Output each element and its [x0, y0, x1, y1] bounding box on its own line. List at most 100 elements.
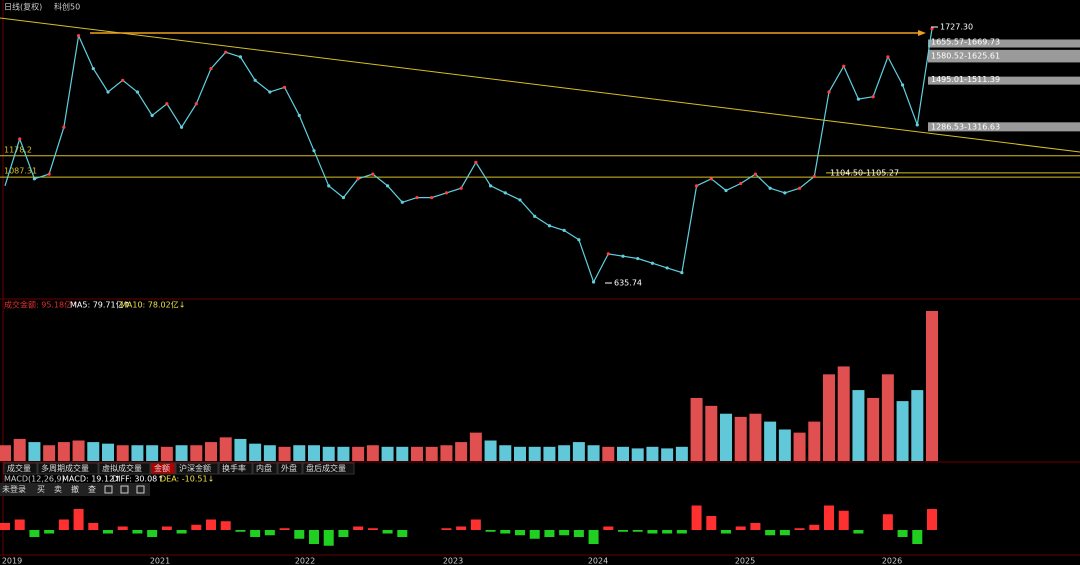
tab-bg[interactable] [175, 462, 219, 475]
tab-bg[interactable] [252, 462, 278, 475]
macd-bar [73, 509, 84, 530]
macd-bar [588, 530, 599, 544]
price-point [135, 90, 140, 94]
macd-bar [470, 519, 481, 530]
tab-bg[interactable] [37, 462, 99, 475]
volume-bar [57, 442, 70, 461]
volume-bar [793, 432, 806, 461]
toolbar-button[interactable]: 买 [37, 485, 45, 494]
volume-bar [219, 437, 232, 461]
macd-bar [706, 516, 717, 530]
tab[interactable]: 虚拟成交量 [102, 463, 142, 473]
macd-bar [250, 530, 261, 537]
price-point [282, 85, 287, 89]
macd-bar [691, 505, 702, 530]
year-label: 2025 [735, 557, 755, 565]
price-point [886, 55, 890, 59]
volume-bar [646, 446, 659, 461]
toolbar: 未登录 买卖撤查 [0, 483, 150, 496]
price-point [636, 256, 640, 261]
index-name: 科创50 [54, 2, 80, 12]
toolbar-button[interactable]: 撤 [71, 484, 79, 494]
macd-bar [544, 530, 555, 537]
price-point [930, 27, 934, 31]
toolbar-icon[interactable] [136, 485, 145, 494]
price-point [91, 66, 95, 71]
period-label: 日线(复权) [4, 2, 42, 12]
volume-ma5: MA5: 79.71亿↑ [70, 300, 130, 310]
price-point [150, 113, 154, 118]
tab-bg[interactable] [98, 462, 151, 475]
macd-bar [573, 530, 584, 537]
macd-bar [809, 524, 820, 530]
price-line [4, 28, 933, 284]
price-point [385, 184, 390, 188]
price-point [459, 186, 463, 190]
macd-bar [0, 523, 10, 530]
price-point [327, 184, 331, 188]
price-point [179, 125, 184, 129]
tab[interactable]: 内盘 [256, 463, 272, 473]
toolbar-button[interactable]: 未登录 [2, 484, 26, 494]
price-point [400, 200, 404, 204]
price-point [356, 177, 360, 181]
price-point [488, 184, 493, 188]
toolbar-icon[interactable] [104, 485, 113, 494]
tab[interactable]: 外盘 [281, 463, 297, 473]
tab[interactable]: 沪深金额 [179, 463, 211, 473]
tab-bar: 成交量 多周期成交量 虚拟成交量 金额 沪深金额 换手率 内盘 外盘 盘后成交量 [3, 462, 355, 475]
zone-label: 1580.52-1625.61 [931, 52, 1000, 61]
tab-bg[interactable] [150, 462, 176, 475]
year-label: 2024 [588, 557, 608, 565]
price-point [165, 102, 169, 106]
volume-bar [514, 446, 526, 461]
macd-bar [912, 530, 923, 544]
year-label: 2022 [295, 557, 315, 565]
tab-bg[interactable] [218, 462, 253, 475]
price-point [621, 254, 625, 258]
trend-line [0, 17, 1080, 153]
tab[interactable]: 多周期成交量 [41, 463, 89, 473]
volume-bar [896, 401, 909, 461]
macd-bar [559, 530, 570, 536]
toolbar-icon[interactable] [120, 485, 129, 494]
price-point [577, 238, 581, 242]
macd-bar [897, 530, 908, 537]
tab[interactable]: 换手率 [222, 463, 246, 473]
volume-bar [675, 446, 688, 461]
macd-bar [191, 524, 202, 530]
toolbar-button[interactable]: 卖 [54, 485, 62, 494]
price-point [783, 191, 787, 195]
price-point [650, 261, 655, 265]
macd-bar [161, 526, 172, 530]
price-point [32, 177, 37, 181]
tab[interactable]: 盘后成交量 [306, 463, 346, 473]
tab-bg[interactable] [302, 462, 355, 475]
macd-bar [220, 521, 231, 530]
tab-bg[interactable] [3, 462, 38, 475]
volume-bar [881, 374, 894, 461]
toolbar-button[interactable]: 查 [88, 484, 96, 494]
price-point [238, 55, 243, 59]
price-point [900, 83, 905, 87]
volume-bar [734, 416, 747, 461]
volume-bar [337, 446, 350, 461]
volume-bar [352, 446, 365, 461]
macd-bar [323, 530, 334, 546]
price-point [768, 186, 772, 190]
volume-bar [543, 446, 556, 461]
macd-bar [927, 509, 937, 530]
tab[interactable]: 金额 [154, 463, 170, 473]
macd-bar [735, 526, 746, 530]
level-label: 1087.31 [4, 167, 37, 176]
price-point [533, 214, 537, 218]
price-point [812, 174, 816, 179]
macd-bar [88, 523, 99, 530]
volume-bar [0, 445, 11, 461]
tab[interactable]: 成交量 [7, 463, 31, 473]
tab-bg[interactable] [277, 462, 303, 475]
volume-bar [602, 446, 615, 461]
price-point [209, 66, 213, 71]
macd-bar [603, 526, 614, 530]
volume-title: 成交金额: 95.18亿↑ [4, 300, 79, 310]
